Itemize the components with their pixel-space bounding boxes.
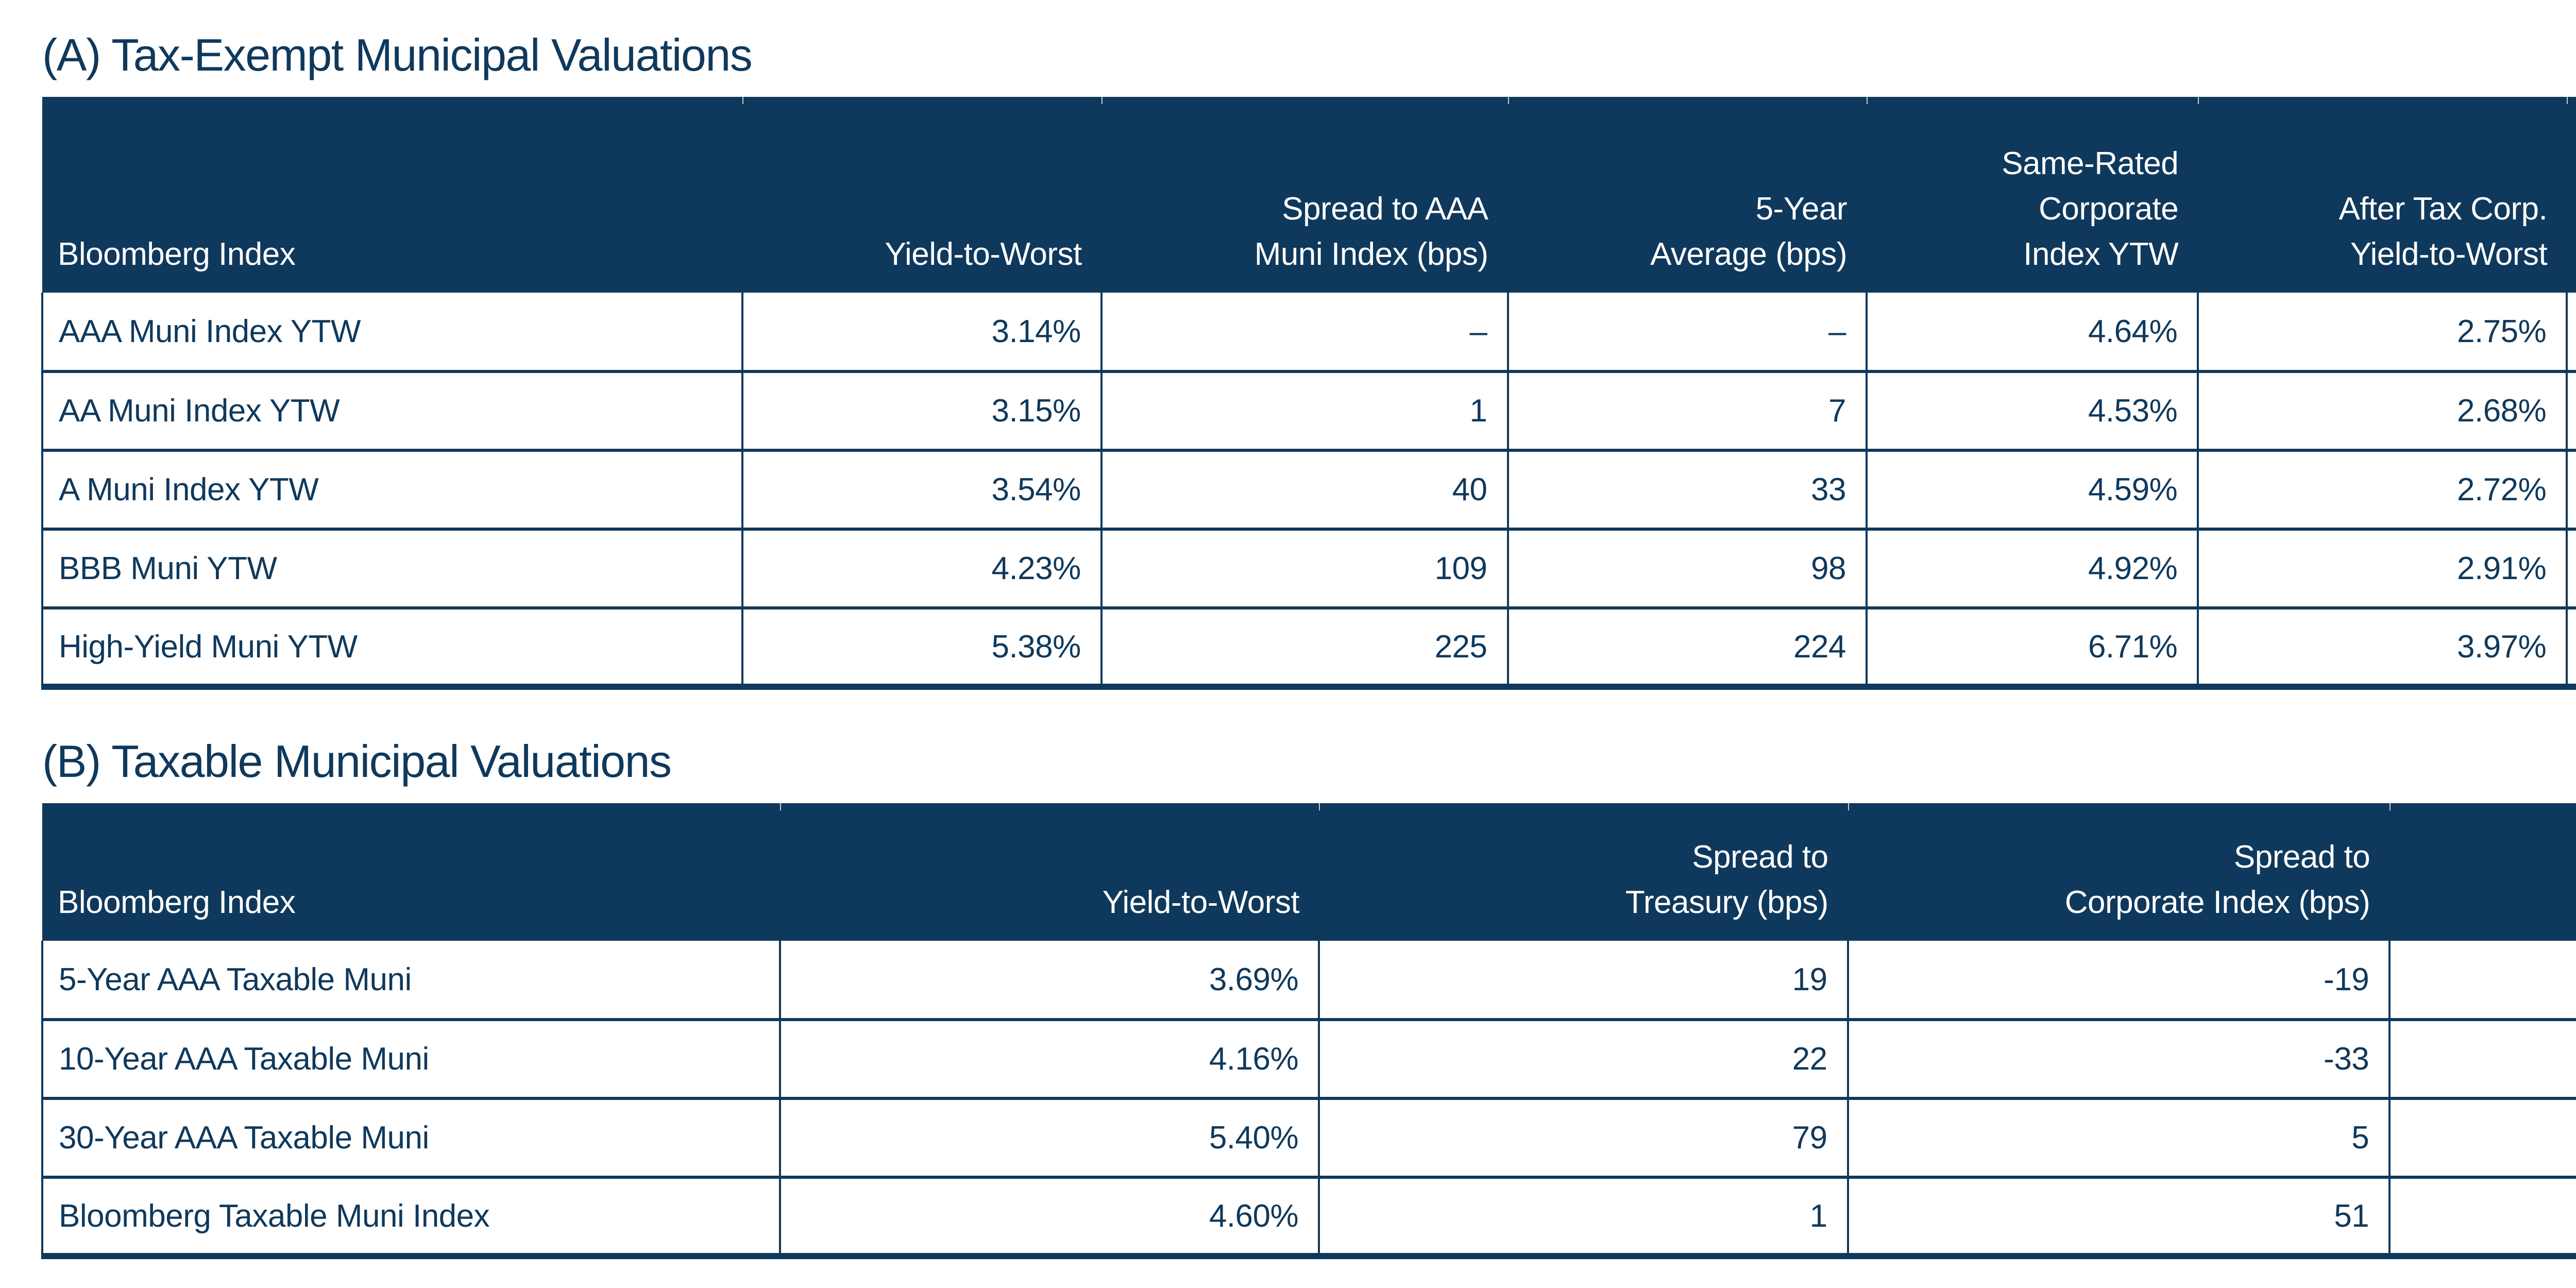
table-a-body: AAA Muni Index YTW 3.14% – – 4.64% 2.75%… — [41, 293, 2576, 690]
a-col-spread-to-aaa-muni: Spread to AAA Muni Index (bps) — [1101, 97, 1508, 293]
cell-spread-to-aaa: 40 — [1100, 449, 1508, 529]
cell-spread-to-tax-exempt: 164 — [2388, 1018, 2576, 1098]
cell-after-tax-corp-ytw: 2.68% — [2197, 370, 2567, 450]
row-label: BBB Muni YTW — [41, 528, 743, 608]
table-row: A Muni Index YTW 3.54% 40 33 4.59% 2.72%… — [41, 449, 2576, 529]
report-figure: (A) Tax-Exempt Municipal Valuations Bloo… — [41, 27, 2576, 1259]
a-col-bloomberg-index: Bloomberg Index — [42, 97, 743, 293]
cell-spread-to-corporate: 51 — [1846, 1176, 2390, 1259]
row-label: AA Muni Index YTW — [41, 370, 743, 450]
b-col-spread-to-tax-exempt: Spread to Tax-Exempt Muni Index (bps) — [2389, 803, 2576, 941]
row-label: 30-Year AAA Taxable Muni — [41, 1097, 781, 1177]
row-label: 10-Year AAA Taxable Muni — [41, 1018, 781, 1098]
b-col-bloomberg-index: Bloomberg Index — [42, 803, 781, 941]
cell-5yr-average: 33 — [1506, 449, 1867, 529]
a-col-muni-after-tax-corp-spread: Muni-After Tax Corporate Spread (bps) — [2567, 97, 2576, 293]
table-row: AAA Muni Index YTW 3.14% – – 4.64% 2.75%… — [41, 293, 2576, 371]
row-label: 5-Year AAA Taxable Muni — [41, 941, 781, 1020]
table-row: 5-Year AAA Taxable Muni 3.69% 19 -19 159 — [41, 941, 2576, 1020]
cell-spread-to-treasury: 79 — [1318, 1097, 1848, 1177]
table-row: Bloomberg Taxable Muni Index 4.60% 1 51 … — [41, 1176, 2576, 1259]
b-col-yield-to-worst: Yield-to-Worst — [780, 803, 1319, 941]
cell-spread-to-tax-exempt: 123 — [2388, 1097, 2576, 1177]
table-b-body: 5-Year AAA Taxable Muni 3.69% 19 -19 159… — [41, 941, 2576, 1259]
cell-yield-to-worst: 3.14% — [741, 293, 1101, 371]
header-row: Bloomberg Index Yield-to-Worst Spread to… — [42, 803, 2576, 941]
cell-spread-to-corporate: -33 — [1846, 1018, 2390, 1098]
cell-spread-to-treasury: 19 — [1318, 941, 1848, 1020]
row-label: A Muni Index YTW — [41, 449, 743, 529]
cell-yield-to-worst: 4.16% — [779, 1018, 1319, 1098]
cell-5yr-average: 224 — [1506, 606, 1867, 690]
cell-same-rated-corp-ytw: 4.59% — [1865, 449, 2198, 529]
cell-after-tax-corp-ytw: 2.75% — [2197, 293, 2567, 371]
header-row: Bloomberg Index Yield-to-Worst Spread to… — [42, 97, 2576, 293]
cell-same-rated-corp-ytw: 4.64% — [1865, 293, 2198, 371]
cell-spread-to-treasury: 1 — [1318, 1176, 1848, 1259]
cell-muni-after-tax-spread: 132 — [2566, 528, 2576, 608]
cell-same-rated-corp-ytw: 4.53% — [1865, 370, 2198, 450]
cell-5yr-average: 7 — [1506, 370, 1867, 450]
cell-same-rated-corp-ytw: 4.92% — [1865, 528, 2198, 608]
cell-spread-to-aaa: 109 — [1100, 528, 1508, 608]
cell-5yr-average: – — [1506, 293, 1867, 371]
row-label: High-Yield Muni YTW — [41, 606, 743, 690]
cell-spread-to-tax-exempt: 159 — [2388, 941, 2576, 1020]
b-col-spread-to-treasury: Spread to Treasury (bps) — [1319, 803, 1848, 941]
cell-spread-to-aaa: 225 — [1100, 606, 1508, 690]
cell-muni-after-tax-spread: 82 — [2566, 449, 2576, 529]
table-row: 10-Year AAA Taxable Muni 4.16% 22 -33 16… — [41, 1018, 2576, 1098]
cell-yield-to-worst: 3.54% — [741, 449, 1101, 529]
cell-spread-to-aaa: – — [1100, 293, 1508, 371]
cell-spread-to-corporate: 5 — [1846, 1097, 2390, 1177]
table-a-header: Bloomberg Index Yield-to-Worst Spread to… — [42, 97, 2576, 293]
section-b-title: (B) Taxable Municipal Valuations — [42, 736, 672, 787]
a-col-same-rated-corporate-ytw: Same-Rated Corporate Index YTW — [1866, 97, 2198, 293]
cell-muni-after-tax-spread: 39 — [2566, 293, 2576, 371]
table-row: BBB Muni YTW 4.23% 109 98 4.92% 2.91% 13… — [41, 528, 2576, 608]
cell-after-tax-corp-ytw: 2.72% — [2197, 449, 2567, 529]
table-row: High-Yield Muni YTW 5.38% 225 224 6.71% … — [41, 606, 2576, 690]
cell-spread-to-corporate: -19 — [1846, 941, 2390, 1020]
table-row: AA Muni Index YTW 3.15% 1 7 4.53% 2.68% … — [41, 370, 2576, 450]
cell-spread-to-treasury: 22 — [1318, 1018, 1848, 1098]
cell-yield-to-worst: 4.23% — [741, 528, 1101, 608]
cell-yield-to-worst: 4.60% — [779, 1176, 1319, 1259]
cell-muni-after-tax-spread: 141 — [2566, 606, 2576, 690]
table-b-header: Bloomberg Index Yield-to-Worst Spread to… — [42, 803, 2576, 941]
cell-yield-to-worst: 3.15% — [741, 370, 1101, 450]
cell-spread-to-aaa: 1 — [1100, 370, 1508, 450]
section-taxable: (B) Taxable Municipal Valuations Bloombe… — [41, 733, 2576, 1259]
cell-yield-to-worst: 3.69% — [779, 941, 1319, 1020]
b-col-spread-to-corporate: Spread to Corporate Index (bps) — [1848, 803, 2390, 941]
section-a-title: (A) Tax-Exempt Municipal Valuations — [42, 29, 753, 80]
row-label: Bloomberg Taxable Muni Index — [41, 1176, 781, 1259]
cell-after-tax-corp-ytw: 2.91% — [2197, 528, 2567, 608]
table-row: 30-Year AAA Taxable Muni 5.40% 79 5 123 — [41, 1097, 2576, 1177]
cell-yield-to-worst: 5.40% — [779, 1097, 1319, 1177]
section-tax-exempt: (A) Tax-Exempt Municipal Valuations Bloo… — [41, 27, 2576, 690]
cell-after-tax-corp-ytw: 3.97% — [2197, 606, 2567, 690]
cell-muni-after-tax-spread: 47 — [2566, 370, 2576, 450]
cell-5yr-average: 98 — [1506, 528, 1867, 608]
cell-spread-to-tax-exempt: 131 — [2388, 1176, 2576, 1259]
a-col-5-year-average: 5-Year Average (bps) — [1507, 97, 1867, 293]
cell-yield-to-worst: 5.38% — [741, 606, 1101, 690]
a-col-yield-to-worst: Yield-to-Worst — [742, 97, 1101, 293]
taxable-valuations-table: Bloomberg Index Yield-to-Worst Spread to… — [41, 803, 2576, 1259]
a-col-after-tax-corp-ytw: After Tax Corp. Yield-to-Worst — [2198, 97, 2567, 293]
row-label: AAA Muni Index YTW — [41, 293, 743, 371]
cell-same-rated-corp-ytw: 6.71% — [1865, 606, 2198, 690]
tax-exempt-valuations-table: Bloomberg Index Yield-to-Worst Spread to… — [41, 97, 2576, 690]
